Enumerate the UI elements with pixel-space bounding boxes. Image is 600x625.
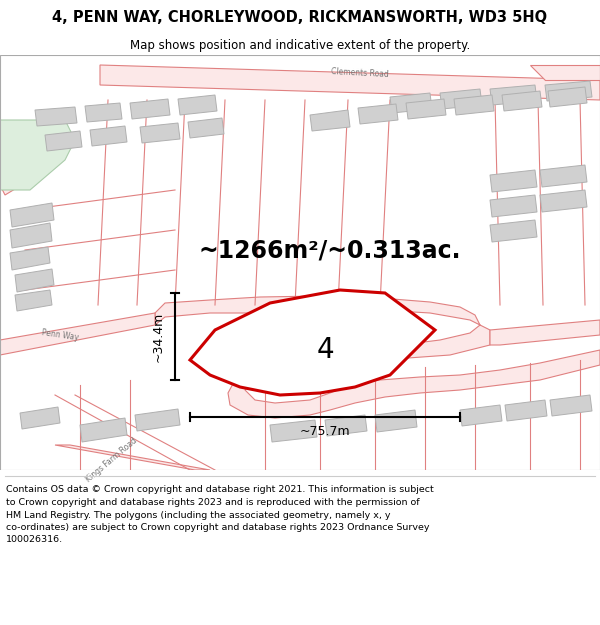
Polygon shape xyxy=(540,165,587,187)
Polygon shape xyxy=(140,123,180,143)
Text: Penn Way: Penn Way xyxy=(321,367,359,379)
Polygon shape xyxy=(55,445,210,470)
Polygon shape xyxy=(35,107,77,126)
Polygon shape xyxy=(530,65,600,80)
Polygon shape xyxy=(90,126,127,146)
Polygon shape xyxy=(270,420,317,442)
Polygon shape xyxy=(188,118,224,138)
Polygon shape xyxy=(440,89,482,109)
Polygon shape xyxy=(325,415,367,436)
Text: 4, PENN WAY, CHORLEYWOOD, RICKMANSWORTH, WD3 5HQ: 4, PENN WAY, CHORLEYWOOD, RICKMANSWORTH,… xyxy=(52,10,548,25)
Polygon shape xyxy=(375,410,417,432)
Polygon shape xyxy=(490,195,537,217)
Text: Clements Road: Clements Road xyxy=(331,67,389,79)
Polygon shape xyxy=(0,313,155,355)
Polygon shape xyxy=(502,91,542,111)
Polygon shape xyxy=(390,93,432,113)
Polygon shape xyxy=(505,400,547,421)
Polygon shape xyxy=(490,320,600,345)
Polygon shape xyxy=(130,99,170,119)
Polygon shape xyxy=(454,95,494,115)
Text: Map shows position and indicative extent of the property.: Map shows position and indicative extent… xyxy=(130,39,470,51)
Polygon shape xyxy=(490,170,537,192)
Polygon shape xyxy=(490,85,537,105)
Polygon shape xyxy=(10,247,50,270)
Polygon shape xyxy=(548,87,587,107)
Polygon shape xyxy=(190,290,435,395)
Text: Contains OS data © Crown copyright and database right 2021. This information is : Contains OS data © Crown copyright and d… xyxy=(6,486,434,544)
Polygon shape xyxy=(460,405,502,426)
Polygon shape xyxy=(545,81,592,101)
Text: ~1266m²/~0.313ac.: ~1266m²/~0.313ac. xyxy=(199,238,461,262)
Polygon shape xyxy=(406,99,446,119)
Polygon shape xyxy=(15,290,52,311)
Polygon shape xyxy=(80,418,127,442)
Polygon shape xyxy=(15,269,54,292)
Polygon shape xyxy=(155,296,600,418)
Polygon shape xyxy=(135,409,180,431)
Polygon shape xyxy=(20,407,60,429)
Text: 4: 4 xyxy=(316,336,334,364)
Polygon shape xyxy=(0,120,75,190)
Polygon shape xyxy=(45,131,82,151)
Polygon shape xyxy=(10,203,54,227)
Text: Kings Farm Road: Kings Farm Road xyxy=(85,436,139,484)
Text: Penn Way: Penn Way xyxy=(41,328,79,342)
Polygon shape xyxy=(310,110,350,131)
Polygon shape xyxy=(10,223,52,248)
Polygon shape xyxy=(358,104,398,124)
Polygon shape xyxy=(0,135,65,195)
Polygon shape xyxy=(85,103,122,122)
Polygon shape xyxy=(285,345,322,370)
Polygon shape xyxy=(550,395,592,416)
Text: ~34.4m: ~34.4m xyxy=(152,311,165,362)
Polygon shape xyxy=(490,220,537,242)
Polygon shape xyxy=(540,190,587,212)
Text: ~75.7m: ~75.7m xyxy=(299,425,350,438)
Polygon shape xyxy=(100,65,600,100)
Polygon shape xyxy=(178,95,217,115)
